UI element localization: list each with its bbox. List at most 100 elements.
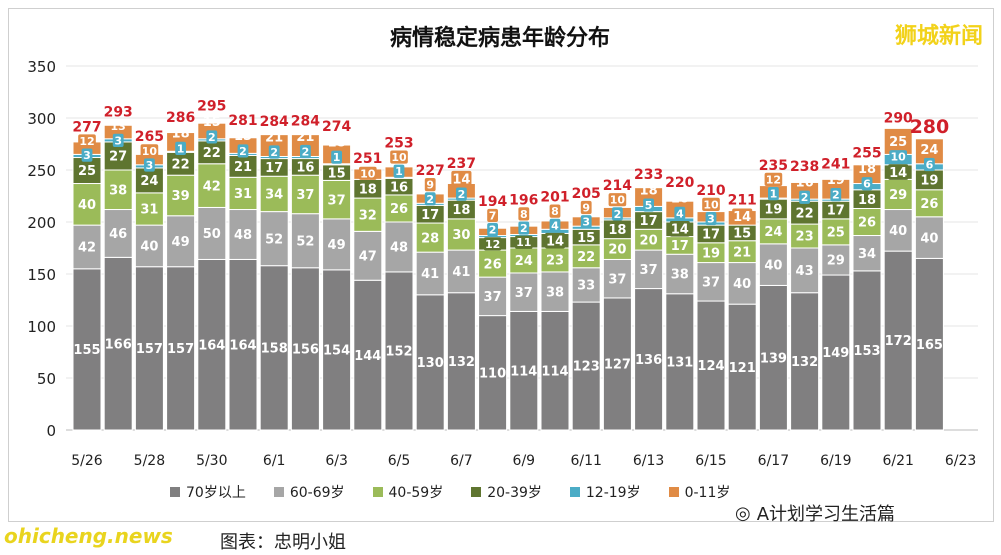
segment-label: 52 (296, 234, 314, 249)
segment-label: 10 (610, 194, 626, 207)
bar-segment (914, 257, 944, 431)
segment-label-badge (549, 204, 561, 218)
segment-label-badge (518, 221, 530, 235)
segment-label: 18 (452, 203, 470, 218)
bar-segment (197, 163, 227, 208)
bar-segment (446, 292, 476, 431)
segment-label: 40 (140, 240, 158, 255)
segment-label-badge (643, 198, 655, 212)
segment-label: 24 (515, 254, 533, 269)
segment-label: 38 (109, 183, 127, 198)
segment-label: 14 (452, 172, 470, 187)
segment-label: 139 (760, 351, 787, 366)
bar-segment (384, 194, 414, 223)
segment-label: 10 (891, 151, 907, 164)
total-label: 211 (728, 193, 757, 209)
segment-label: 12 (485, 238, 500, 251)
segment-label: 30 (452, 228, 470, 243)
segment-label: 165 (916, 338, 943, 353)
segment-label: 10 (360, 167, 376, 180)
segment-label-badge (268, 145, 280, 159)
segment-label: 9 (582, 201, 590, 214)
segment-label: 15 (234, 129, 252, 144)
segment-label: 18 (172, 127, 190, 142)
bar-segment (821, 218, 851, 246)
segment-label: 18 (328, 135, 346, 150)
x-tick-label: 6/23 (945, 453, 976, 469)
segment-label-badge (487, 208, 499, 223)
segment-label: 3 (582, 216, 590, 229)
segment-label-badge (889, 150, 908, 164)
segment-label: 1 (333, 151, 341, 164)
segment-label: 2 (832, 189, 840, 202)
total-label: 284 (291, 113, 320, 129)
segment-label: 24 (140, 174, 158, 189)
segment-label-badge (390, 150, 408, 164)
wechat-icon: ◎ (735, 502, 751, 524)
segment-label: 6 (926, 158, 934, 171)
segment-label: 16 (390, 180, 408, 195)
segment-label-badge (608, 193, 627, 207)
segment-label-badge (518, 207, 530, 221)
segment-label: 50 (203, 227, 221, 242)
segment-label-badge (206, 130, 218, 144)
segment-label: 34 (858, 247, 876, 262)
bar-segment (634, 288, 664, 431)
segment-label: 48 (234, 228, 252, 243)
segment-label: 4 (676, 207, 684, 220)
segment-label: 40 (78, 198, 96, 213)
watermark-logo: 狮城新闻 (894, 24, 983, 49)
segment-label: 5 (645, 199, 653, 212)
bar-segment (384, 271, 414, 431)
y-tick-label: 300 (27, 110, 56, 128)
segment-label-badge (299, 144, 311, 159)
segment-label: 22 (796, 206, 814, 221)
segment-label: 38 (546, 285, 564, 300)
legend-item: 40-59岁 (372, 482, 443, 502)
segment-label: 2 (520, 222, 528, 235)
segment-label: 23 (546, 254, 564, 269)
segment-label: 2 (302, 145, 310, 158)
legend-item: 60-69岁 (273, 482, 345, 502)
segment-label: 23 (796, 230, 814, 245)
segment-label: 131 (666, 356, 693, 371)
segment-label: 31 (140, 203, 158, 218)
segment-label: 12 (79, 135, 94, 148)
bar-segment (134, 192, 164, 226)
segment-label: 164 (198, 338, 225, 353)
bar-segment (259, 265, 289, 431)
bar-segment (602, 297, 632, 431)
wechat-name: A计划学习生活篇 (756, 504, 896, 525)
bar-segment (259, 175, 289, 213)
y-tick-label: 250 (27, 162, 56, 180)
bar-segment (446, 249, 476, 294)
x-tick-label: 6/9 (513, 453, 536, 469)
segment-label: 164 (229, 338, 256, 353)
segment-label-badge (483, 237, 502, 251)
bar-segment (415, 251, 445, 296)
bar-segment (478, 315, 508, 431)
segment-label: 40 (733, 277, 751, 292)
bar-segment (852, 270, 882, 431)
legend-swatch (569, 487, 580, 497)
total-label: 251 (353, 151, 382, 167)
bar-segment (322, 269, 352, 431)
segment-label: 18 (608, 223, 626, 238)
x-tick-label: 6/5 (388, 453, 411, 469)
segment-label: 19 (702, 246, 720, 261)
segment-label: 28 (421, 231, 439, 246)
segment-label: 42 (203, 179, 221, 194)
segment-label: 127 (604, 358, 631, 373)
bar-segment (852, 235, 882, 272)
segment-label: 1 (770, 188, 778, 201)
segment-label: 136 (635, 353, 662, 368)
segment-label: 144 (354, 349, 381, 364)
total-label: 295 (197, 99, 226, 115)
segment-label: 21 (265, 130, 283, 145)
segment-label: 2 (489, 224, 497, 237)
segment-label: 32 (359, 208, 377, 223)
total-label: 196 (509, 192, 538, 208)
segment-label-badge (705, 211, 717, 226)
